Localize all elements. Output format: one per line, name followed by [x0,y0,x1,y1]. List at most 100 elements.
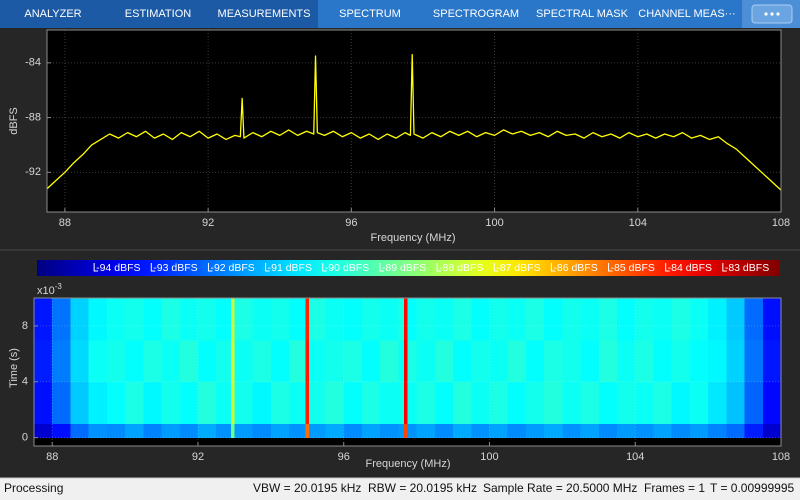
x-tick-label: 104 [626,451,644,463]
spectrogram-cell [234,423,254,439]
y-tick-label: -88 [25,111,41,123]
colorbar-tick-label: -86 dBFS [553,262,597,274]
spectrogram-cell [671,339,691,383]
spectrogram-cell [216,381,232,425]
spectrogram-cell [598,298,618,341]
spectrogram-cell [671,381,691,425]
colorbar-tick-label: -83 dBFS [725,262,769,274]
spectrogram-cell [343,298,363,341]
spectrogram-cell [525,381,545,425]
spectrogram-cell [143,423,162,439]
spectrogram-cell [407,339,418,383]
colorbar-tick-label: -84 dBFS [668,262,712,274]
spectrogram-cell [617,339,636,383]
spectrogram-cell [88,339,108,383]
tab[interactable]: MEASUREMENTS [218,8,311,20]
status-item: Frames = 1 [644,481,705,495]
spectrogram-cell [230,339,235,383]
spectrogram-cell [179,298,199,341]
spectrogram-cell [598,423,618,439]
colorbar-tick [150,263,156,272]
colorbar-tick-label: -92 dBFS [210,262,254,274]
spectrogram-cell [708,423,727,439]
x-tick-label: 108 [772,451,790,463]
tab[interactable]: ANALYZER [24,8,81,20]
x-tick-label: 88 [59,217,71,229]
spectrogram-cell [179,381,199,425]
tab[interactable]: SPECTRAL MASK [536,8,629,20]
spectrogram-cell [343,339,363,383]
spectrogram-cell [403,423,408,439]
spectrogram-cell [525,423,545,439]
spectrogram-cell [434,298,454,341]
spectrogram-cell [617,423,636,439]
spectrogram-cell [289,381,306,425]
spectrogram-cell [562,298,581,341]
x-tick-label: 92 [192,451,204,463]
spectrogram-cell [361,298,381,341]
x-axis-label: Frequency (MHz) [366,458,451,470]
spectrogram-cell [744,423,764,439]
tab[interactable]: CHANNEL MEAS··· [638,8,735,20]
spectrogram-cell [398,339,405,383]
spectrogram-cell [289,339,306,383]
spectrogram-cell [380,339,399,383]
spectrogram-cell [544,298,563,341]
y-tick-label: 8 [22,320,28,332]
spectrogram-cell [598,381,618,425]
spectrogram-cell [305,339,310,383]
x-axis-label: Frequency (MHz) [371,232,456,244]
spectrogram-cell [309,423,326,439]
spectrogram-cell [544,381,563,425]
spectrogram-cell [143,381,162,425]
spectrogram-cell [309,298,326,341]
spectrogram-cell [398,298,405,341]
tab[interactable]: SPECTRUM [339,8,401,20]
spectrogram-cell [305,423,310,439]
colorbar-tick-label: -87 dBFS [496,262,540,274]
spectrogram-cell [325,298,345,341]
spectrogram-cell [507,339,527,383]
colorbar-tick [550,263,556,272]
colorbar-tick-label: -88 dBFS [439,262,483,274]
x-tick-label: 96 [345,217,357,229]
spectrogram-cell [234,339,254,383]
spectrogram-cell [489,381,509,425]
spectrogram-cell [289,298,306,341]
spectrogram-cell [544,423,563,439]
y-tick-label: 0 [22,432,28,444]
spectrogram-cell [525,298,545,341]
y-axis-label: Time (s) [8,348,20,388]
spectrogram-cell [453,298,472,341]
y-exponent-base: x10 [37,285,55,297]
spectrogram-cell [453,381,472,425]
spectrogram-cell [598,339,618,383]
status-item: VBW = 20.0195 kHz [253,481,361,495]
tab[interactable]: SPECTROGRAM [433,8,519,20]
spectrogram-cell [230,298,235,341]
y-exponent-power: -3 [55,282,63,291]
spectrogram-cell [398,423,405,439]
spectrogram-cell [434,381,454,425]
spectrogram-cell [635,423,654,439]
spectrogram-cell [416,339,436,383]
colorbar-tick [436,263,442,272]
spectrogram-cell [471,423,490,439]
spectrogram-cell [726,298,745,341]
spectrogram-cell [762,423,782,439]
y-axis-label: dBFS [8,107,20,135]
spectrogram-cell [671,298,691,341]
spectrogram-cell [88,298,108,341]
spectrogram-cell [726,339,745,383]
spectrogram-cell [161,423,181,439]
spectrogram-cell [580,423,600,439]
spectrogram-cell [471,339,490,383]
spectrogram-cell [689,339,709,383]
spectrogram-cell [407,298,418,341]
spectrogram-cell [562,339,581,383]
tab[interactable]: ESTIMATION [125,8,191,20]
spectrogram-cell [635,339,654,383]
colorbar-tick [322,263,327,272]
spectrogram-cell [52,423,71,439]
